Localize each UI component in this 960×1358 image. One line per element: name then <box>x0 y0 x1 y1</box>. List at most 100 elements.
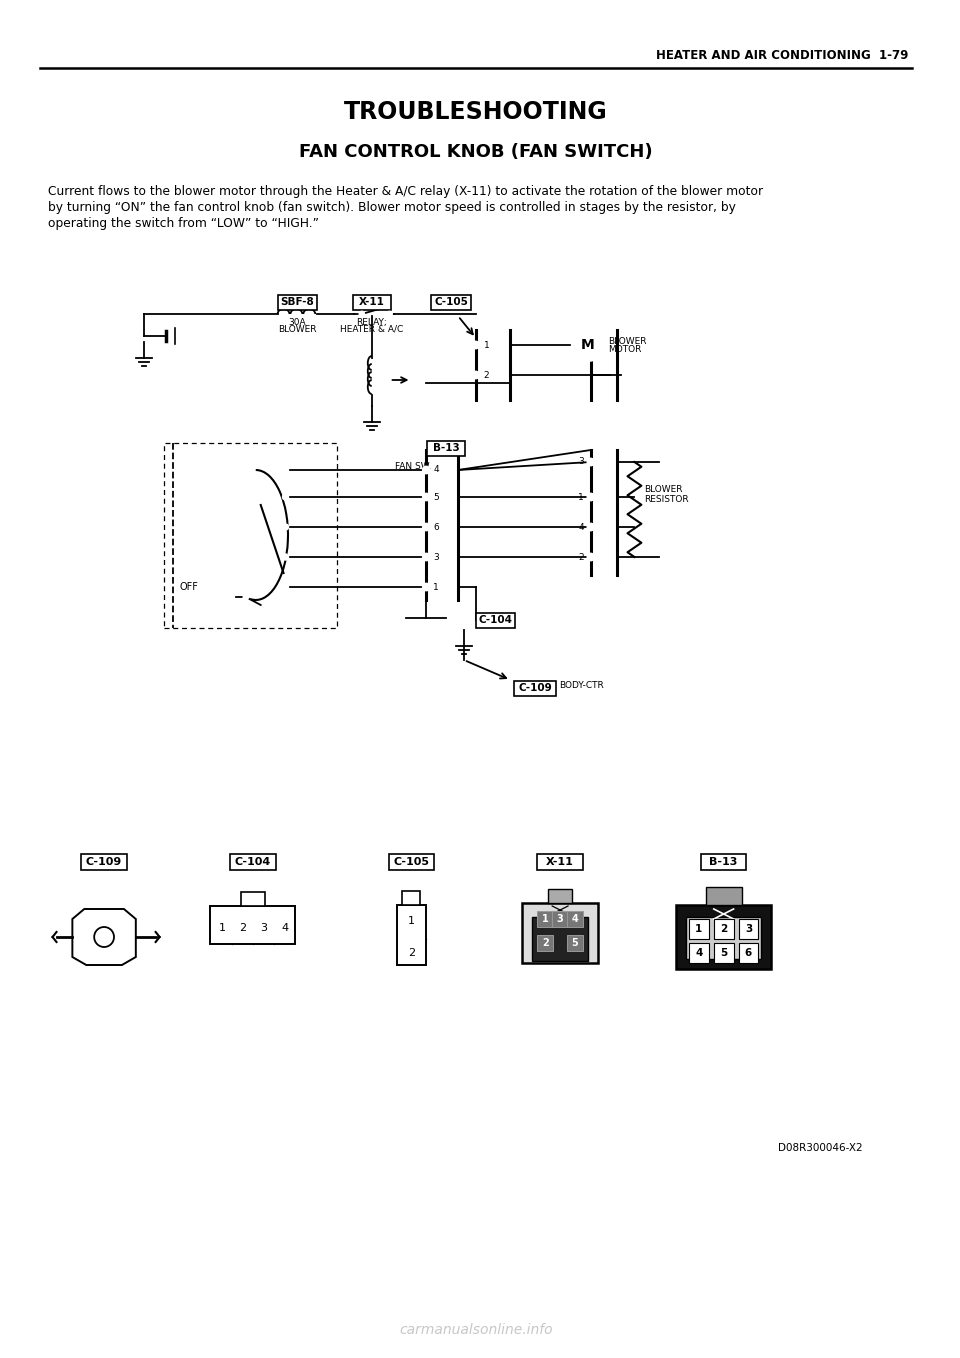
Text: 5: 5 <box>433 493 439 501</box>
Bar <box>713 919 733 938</box>
Bar <box>538 911 553 928</box>
Text: 2: 2 <box>720 923 728 934</box>
Bar <box>163 443 337 627</box>
Text: 4: 4 <box>578 523 584 531</box>
Bar <box>689 919 708 938</box>
Text: 5: 5 <box>720 948 728 957</box>
Text: 3: 3 <box>260 923 267 933</box>
Bar <box>676 904 771 970</box>
Bar <box>567 936 583 951</box>
Circle shape <box>283 467 288 473</box>
Bar <box>701 854 747 870</box>
Bar <box>522 903 598 963</box>
Text: Current flows to the blower motor through the Heater & A/C relay (X-11) to activ: Current flows to the blower motor throug… <box>48 185 762 198</box>
Text: FAN CONTROL KNOB (FAN SWITCH): FAN CONTROL KNOB (FAN SWITCH) <box>299 143 653 162</box>
Circle shape <box>422 554 430 561</box>
Circle shape <box>387 311 392 316</box>
Text: SBF-8: SBF-8 <box>280 297 314 307</box>
Circle shape <box>422 523 430 531</box>
Circle shape <box>588 493 594 501</box>
Text: C-104: C-104 <box>479 615 513 625</box>
Text: C-109: C-109 <box>518 683 552 693</box>
Bar <box>476 612 516 627</box>
Circle shape <box>572 329 604 361</box>
Bar <box>686 917 761 959</box>
Text: 1: 1 <box>433 583 439 592</box>
Bar <box>689 942 708 963</box>
Text: 1: 1 <box>578 493 584 501</box>
Text: FAN SW.: FAN SW. <box>395 462 431 471</box>
Bar <box>389 854 434 870</box>
Text: 2: 2 <box>408 948 415 957</box>
Bar <box>353 295 391 310</box>
Text: 2: 2 <box>541 938 548 948</box>
Text: C-105: C-105 <box>394 857 429 866</box>
Bar <box>567 911 583 928</box>
Circle shape <box>283 494 288 500</box>
Text: 4: 4 <box>695 948 703 957</box>
Bar <box>402 891 420 904</box>
Bar <box>538 854 583 870</box>
Text: 2: 2 <box>239 923 247 933</box>
Text: RELAY;: RELAY; <box>356 318 387 327</box>
Bar <box>396 904 426 966</box>
Text: HEATER AND AIR CONDITIONING  1-79: HEATER AND AIR CONDITIONING 1-79 <box>656 49 908 62</box>
Text: 6: 6 <box>433 523 439 531</box>
Text: BODY-CTR: BODY-CTR <box>559 682 604 690</box>
Bar <box>515 680 556 695</box>
Text: HEATER & A/C: HEATER & A/C <box>340 325 403 334</box>
Text: OFF: OFF <box>180 583 199 592</box>
Circle shape <box>588 523 594 531</box>
Text: 5: 5 <box>571 938 578 948</box>
Text: 4: 4 <box>571 914 578 923</box>
Text: C-104: C-104 <box>234 857 271 866</box>
Text: M: M <box>581 338 595 352</box>
Text: 3: 3 <box>578 458 584 467</box>
Text: B-13: B-13 <box>709 857 738 866</box>
Text: 1: 1 <box>219 923 226 933</box>
Circle shape <box>472 341 479 349</box>
Text: 1: 1 <box>408 917 415 926</box>
Circle shape <box>422 584 430 591</box>
Text: 1: 1 <box>484 341 490 349</box>
Circle shape <box>588 459 594 466</box>
Text: B-13: B-13 <box>433 443 460 454</box>
Text: BLOWER: BLOWER <box>608 337 646 345</box>
Bar <box>431 295 471 310</box>
Circle shape <box>422 493 430 501</box>
Text: 1: 1 <box>541 914 548 923</box>
Text: X-11: X-11 <box>359 297 385 307</box>
Circle shape <box>244 595 249 599</box>
Bar <box>706 887 741 904</box>
Bar <box>548 889 572 903</box>
Text: 3: 3 <box>745 923 752 934</box>
Text: operating the switch from “LOW” to “HIGH.”: operating the switch from “LOW” to “HIGH… <box>48 217 319 230</box>
Text: RESISTOR: RESISTOR <box>644 496 689 505</box>
Text: D08R300046-X2: D08R300046-X2 <box>778 1143 862 1153</box>
Text: 2: 2 <box>578 553 584 561</box>
Text: MOTOR: MOTOR <box>608 345 641 354</box>
Bar <box>713 942 733 963</box>
Text: C-105: C-105 <box>434 297 468 307</box>
Text: 4: 4 <box>281 923 288 933</box>
Bar <box>210 906 296 944</box>
Text: C-109: C-109 <box>86 857 122 866</box>
Circle shape <box>283 554 288 559</box>
Text: 6: 6 <box>745 948 752 957</box>
Text: BLOWER: BLOWER <box>644 486 683 494</box>
Bar <box>230 854 276 870</box>
Bar <box>538 936 553 951</box>
Text: by turning “ON” the fan control knob (fan switch). Blower motor speed is control: by turning “ON” the fan control knob (fa… <box>48 201 735 215</box>
Text: BLOWER: BLOWER <box>278 325 317 334</box>
Text: TROUBLESHOOTING: TROUBLESHOOTING <box>344 100 608 124</box>
Text: X-11: X-11 <box>546 857 574 866</box>
Bar <box>552 911 568 928</box>
Text: 1: 1 <box>695 923 703 934</box>
Circle shape <box>283 524 288 530</box>
Text: 30A: 30A <box>289 318 306 327</box>
Circle shape <box>359 311 364 316</box>
Bar <box>277 295 317 310</box>
Text: 4: 4 <box>433 466 439 474</box>
Bar <box>82 854 127 870</box>
Circle shape <box>472 372 479 379</box>
